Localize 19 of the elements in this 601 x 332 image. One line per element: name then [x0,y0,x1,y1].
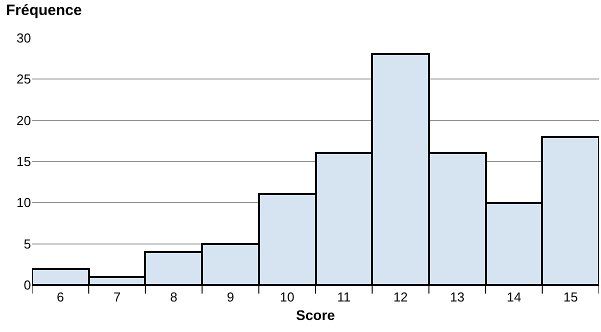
x-tick-label: 9 [226,290,234,305]
x-tick-label: 10 [280,290,294,305]
x-tick-label: 7 [113,290,121,305]
x-tick-label: 11 [337,290,351,305]
y-tick-label: 30 [16,30,31,46]
x-tick-label: 14 [506,290,522,305]
y-tick-label: 5 [24,236,31,252]
x-tick-label: 15 [563,290,578,305]
y-tick-label: 20 [16,112,31,128]
x-axis-title: Score [296,306,336,323]
y-tick-label: 25 [16,72,31,87]
x-tick-label: 8 [170,290,178,305]
y-tick-label: 10 [16,195,31,210]
y-axis-title: Fréquence [6,2,82,19]
x-tick-label: 13 [450,290,464,305]
x-tick-label: 6 [56,290,64,305]
y-tick-label: 15 [16,154,31,170]
x-tick-label: 12 [393,290,408,305]
y-tick-label: 0 [24,278,31,293]
